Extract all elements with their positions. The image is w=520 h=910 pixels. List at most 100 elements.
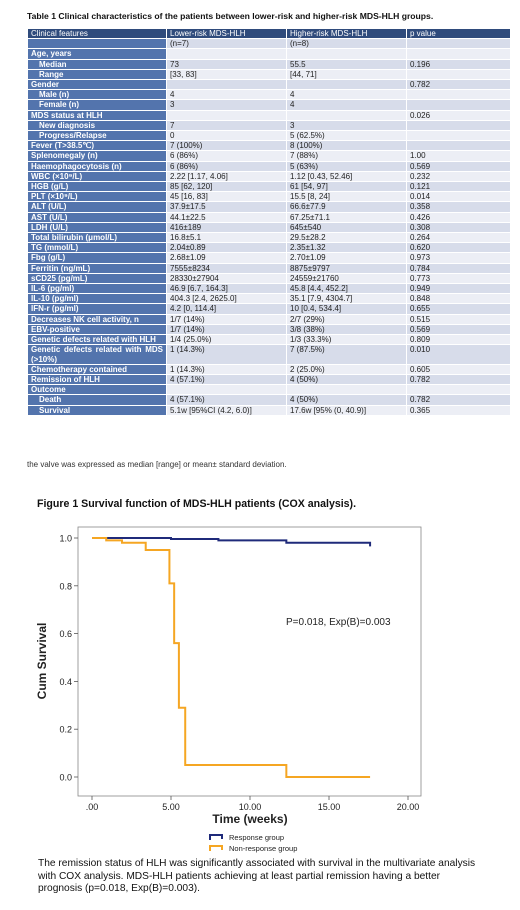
table-footnote: the valve was expressed as median [range…: [27, 460, 287, 469]
row-label: Death: [27, 394, 167, 406]
table-row: Median 73 55.5 0.196: [27, 58, 511, 70]
table-row: Female (n) 3 4: [27, 99, 511, 111]
higher-risk-value: 55.5: [286, 58, 407, 70]
lower-risk-value: 85 [62, 120]: [166, 181, 287, 193]
table-row: Genetic defects related with HLH 1/4 (25.…: [27, 334, 511, 346]
legend-swatch: [209, 845, 223, 851]
row-label: LDH (U/L): [27, 221, 167, 234]
p-value: [406, 89, 511, 101]
higher-risk-value: [44, 71]: [286, 68, 407, 81]
results-paragraph: The remission status of HLH was signific…: [38, 858, 476, 895]
y-tick-label: 0.6: [59, 629, 72, 639]
lower-risk-value: 5.1w [95%CI (4.2, 6.0)]: [166, 404, 287, 416]
table-row: New diagnosis 7 3: [27, 119, 511, 132]
p-value: 0.515: [406, 313, 511, 325]
legend-swatch: [209, 834, 223, 840]
x-tick-label: 5.00: [162, 802, 180, 812]
p-value: 0.308: [406, 221, 511, 234]
p-value: 0.196: [406, 58, 511, 70]
lower-risk-value: [166, 109, 287, 121]
p-value: 0.264: [406, 232, 511, 244]
row-label: Median: [27, 58, 167, 70]
p-value: 0.973: [406, 252, 511, 264]
higher-risk-value: 1.12 [0.43, 52.46]: [286, 170, 407, 183]
row-label: Age, years: [27, 48, 167, 60]
x-tick-label: 10.00: [239, 802, 262, 812]
p-value: [406, 140, 511, 152]
row-label: Fever (T>38.5℃): [27, 140, 167, 152]
row-label: AST (U/L): [27, 211, 167, 223]
p-value-annotation: P=0.018, Exp(B)=0.003: [286, 617, 391, 628]
higher-risk-value: 7 (88%): [286, 150, 407, 162]
table-row: sCD25 (pg/mL) 28330±27904 24559±21760 0.773: [27, 272, 511, 285]
row-label: Male (n): [27, 89, 167, 101]
p-value: 0.773: [406, 272, 511, 285]
higher-risk-value: 5 (62.5%): [286, 130, 407, 142]
header-p-value: p value: [406, 27, 511, 40]
lower-risk-value: 1 (14.3%): [166, 344, 287, 365]
row-label: MDS status at HLH: [27, 109, 167, 121]
row-label: Genetic defects related with MDS (>10%): [27, 344, 167, 365]
row-label: Ferritin (ng/mL): [27, 262, 167, 274]
p-value: [406, 384, 511, 396]
lower-risk-value: 7555±8234: [166, 262, 287, 274]
table-row: ALT (U/L) 37.9±17.5 66.6±77.9 0.358: [27, 201, 511, 213]
table-row: Outcome: [27, 384, 511, 396]
table-row: Fbg (g/L) 2.68±1.09 2.70±1.09 0.973: [27, 252, 511, 264]
higher-risk-value: 66.6±77.9: [286, 201, 407, 213]
p-value: 0.426: [406, 211, 511, 223]
row-label: Survival: [27, 404, 167, 416]
lower-risk-value: (n=7): [166, 38, 287, 50]
p-value: 0.121: [406, 181, 511, 193]
table-row: (n=7) (n=8): [27, 38, 511, 50]
survival-chart: 0.0 0.2 0.4 0.6 0.8 1.0 .00 5.00 10.00 15.00 20.00…: [35, 526, 422, 853]
p-value: 0.232: [406, 170, 511, 183]
row-label: TG (mmol/L): [27, 242, 167, 254]
row-label: [27, 38, 167, 50]
legend-item: Response group: [209, 833, 284, 842]
p-value: 0.782: [406, 373, 511, 386]
plot-frame: [77, 526, 422, 797]
p-value: 0.365: [406, 404, 511, 416]
legend-label: Response group: [229, 833, 284, 842]
higher-risk-value: [286, 48, 407, 60]
p-value: [406, 119, 511, 132]
lower-risk-value: 404.3 [2.4, 2625.0]: [166, 293, 287, 305]
higher-risk-value: 15.5 [8, 24]: [286, 191, 407, 203]
lower-risk-value: [166, 48, 287, 60]
row-label: IL-10 (pg/ml): [27, 293, 167, 305]
higher-risk-value: [286, 384, 407, 396]
higher-risk-value: 2.70±1.09: [286, 252, 407, 264]
higher-risk-value: 4: [286, 89, 407, 101]
lower-risk-value: 45 [16, 83]: [166, 191, 287, 203]
header-higher-risk: Higher-risk MDS-HLH: [286, 27, 407, 40]
x-axis-label: Time (weeks): [212, 812, 287, 826]
higher-risk-value: 35.1 [7.9, 4304.7]: [286, 293, 407, 305]
higher-risk-value: 4 (50%): [286, 394, 407, 406]
lower-risk-value: 7 (100%): [166, 140, 287, 152]
row-label: Genetic defects related with HLH: [27, 334, 167, 346]
series-line-non-response: [92, 537, 371, 778]
table-row: PLT (×10⁹/L) 45 [16, 83] 15.5 [8, 24] 0.014: [27, 191, 511, 203]
row-label: New diagnosis: [27, 119, 167, 132]
higher-risk-value: 2.35±1.32: [286, 242, 407, 254]
higher-risk-value: 45.8 [4.4, 452.2]: [286, 283, 407, 295]
row-label: HGB (g/L): [27, 181, 167, 193]
higher-risk-value: 24559±21760: [286, 272, 407, 285]
table-row: Decreases NK cell activity, n 1/7 (14%) 2/…: [27, 313, 511, 325]
lower-risk-value: 1/7 (14%): [166, 313, 287, 325]
lower-risk-value: [166, 384, 287, 396]
table-row: IL-6 (pg/ml) 46.9 [6.7, 164.3] 45.8 [4.4, …: [27, 283, 511, 295]
lower-risk-value: 2.04±0.89: [166, 242, 287, 254]
lower-risk-value: 4 (57.1%): [166, 394, 287, 406]
table-row: Chemotherapy contained 1 (14.3%) 2 (25.0%)…: [27, 363, 511, 375]
table-row: Male (n) 4 4: [27, 89, 511, 101]
row-label: PLT (×10⁹/L): [27, 191, 167, 203]
lower-risk-value: 44.1±22.5: [166, 211, 287, 223]
lower-risk-value: 7: [166, 119, 287, 132]
lower-risk-value: 0: [166, 130, 287, 142]
higher-risk-value: 67.25±71.1: [286, 211, 407, 223]
table-row: Range [33, 83] [44, 71]: [27, 68, 511, 81]
table-row: Ferritin (ng/mL) 7555±8234 8875±9797 0.784: [27, 262, 511, 274]
header-clinical-features: Clinical features: [27, 27, 167, 40]
